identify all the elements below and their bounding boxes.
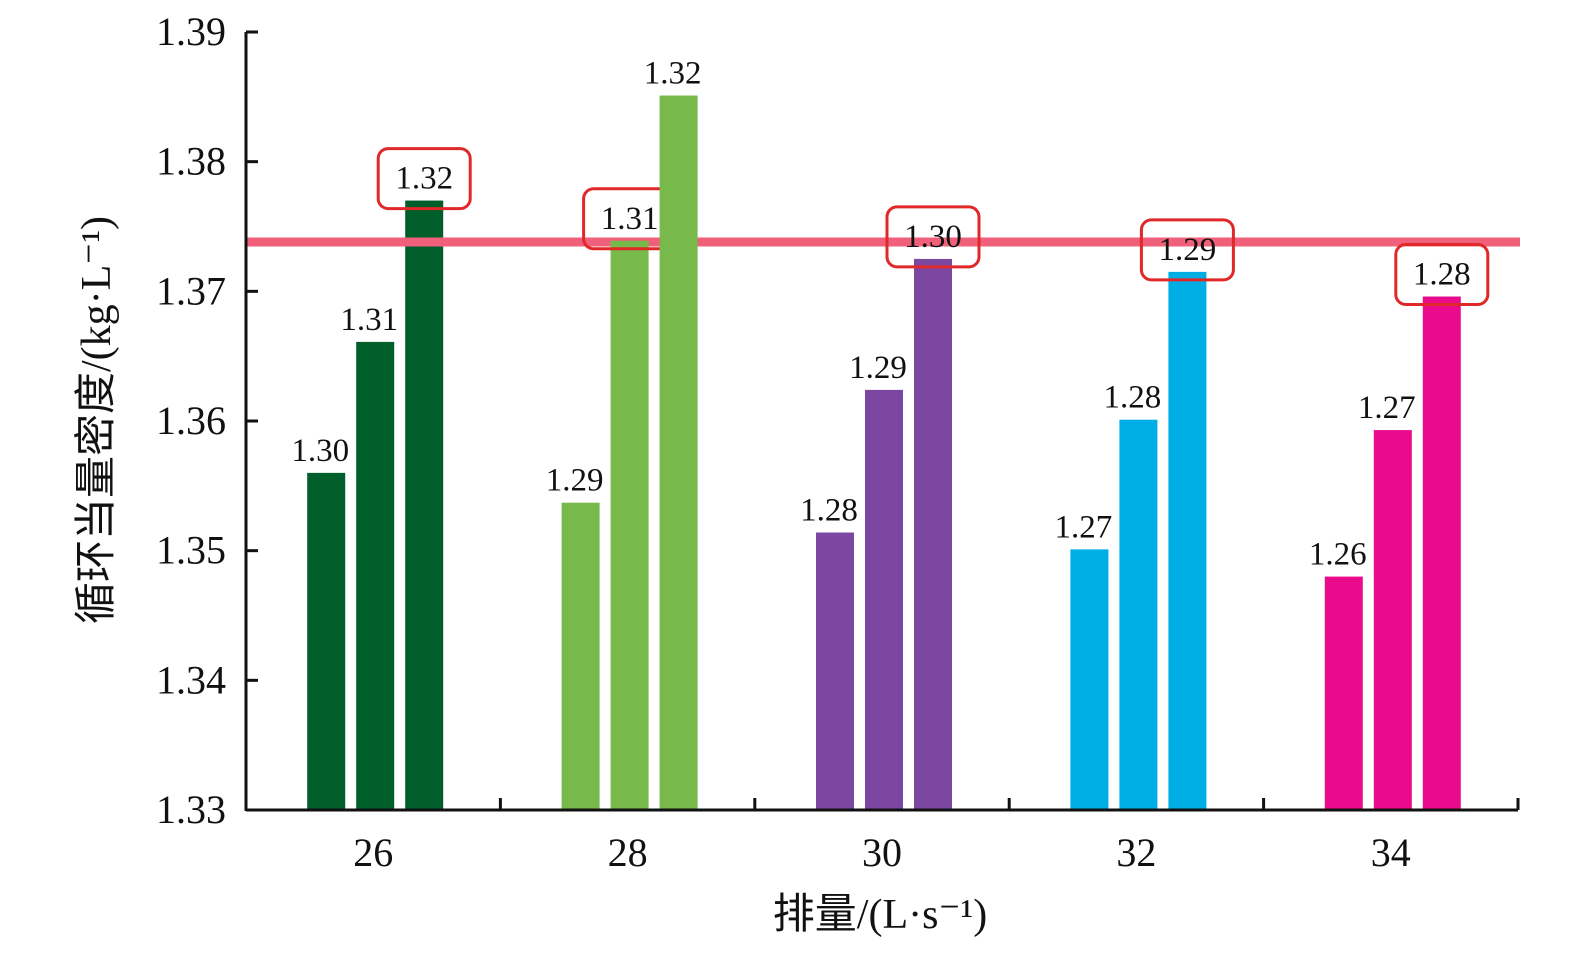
y-tick-label: 1.36 — [156, 398, 226, 443]
y-tick-label: 1.39 — [156, 9, 226, 54]
bar-30-1 — [816, 532, 854, 810]
data-label: 1.30 — [904, 219, 962, 255]
data-label: 1.29 — [1159, 232, 1217, 268]
data-label: 1.27 — [1055, 509, 1113, 545]
y-tick-label: 1.33 — [156, 787, 226, 832]
bar-32-2 — [1119, 419, 1158, 810]
bar-26-1 — [307, 472, 346, 810]
bar-28-2 — [610, 240, 649, 811]
data-label: 1.28 — [1413, 257, 1471, 293]
y-axis-label: 循环当量密度/(kg·L⁻¹) — [73, 216, 120, 624]
data-label: 1.26 — [1309, 537, 1367, 573]
x-tick-label: 26 — [353, 830, 393, 875]
bar-26-3 — [405, 200, 444, 811]
data-label: 1.28 — [800, 493, 858, 529]
data-label: 1.29 — [849, 350, 907, 386]
y-tick-label: 1.38 — [156, 139, 226, 184]
bar-28-3 — [659, 95, 698, 810]
y-tick-label: 1.34 — [156, 657, 226, 702]
bar-26-2 — [356, 341, 395, 810]
bar-34-2 — [1373, 430, 1412, 810]
data-label: 1.29 — [546, 463, 604, 499]
data-label: 1.28 — [1104, 380, 1162, 416]
highlight-box — [1394, 243, 1490, 307]
highlight-box — [376, 147, 472, 211]
bar-32-1 — [1070, 549, 1109, 810]
y-tick-label: 1.35 — [156, 528, 226, 573]
x-tick-label: 32 — [1116, 830, 1156, 875]
data-label: 1.31 — [601, 201, 659, 237]
bar-30-3 — [914, 258, 952, 811]
bar-30-2 — [865, 389, 903, 810]
data-label: 1.27 — [1358, 390, 1416, 426]
bar-28-1 — [561, 502, 600, 810]
data-label: 1.32 — [395, 161, 453, 197]
data-label: 1.32 — [644, 56, 702, 92]
highlight-box — [885, 205, 981, 269]
bar-34-1 — [1324, 576, 1363, 810]
x-tick-label: 34 — [1371, 830, 1411, 875]
x-axis-label: 排量/(L·s⁻¹) — [773, 892, 987, 938]
x-tick-label: 30 — [862, 830, 902, 875]
data-label: 1.31 — [340, 302, 398, 338]
highlight-box — [1139, 218, 1235, 282]
bar-34-3 — [1422, 296, 1461, 810]
x-tick-label: 28 — [608, 830, 648, 875]
y-tick-label: 1.37 — [156, 268, 226, 313]
bar-32-3 — [1168, 271, 1207, 811]
data-label: 1.30 — [291, 433, 349, 469]
